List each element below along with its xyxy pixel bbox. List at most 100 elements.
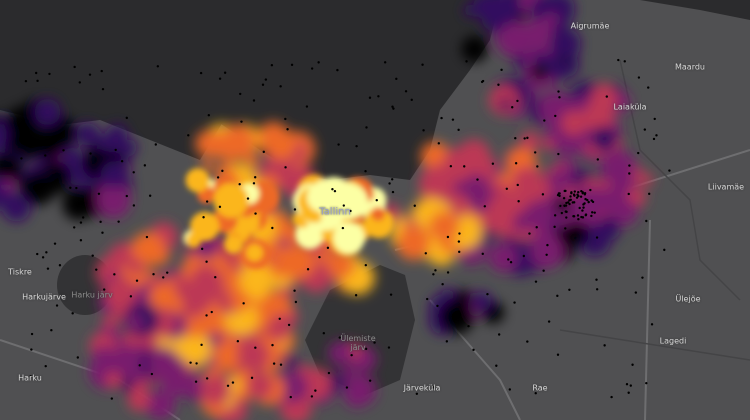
point — [623, 60, 626, 63]
point — [554, 114, 557, 118]
point — [30, 332, 34, 336]
point — [533, 151, 537, 154]
heat-cell — [92, 345, 116, 369]
point — [125, 194, 128, 198]
point — [391, 105, 394, 108]
point — [648, 192, 651, 196]
heat-cell — [298, 364, 311, 377]
point — [200, 343, 203, 347]
point — [560, 211, 564, 215]
point — [218, 77, 222, 80]
point — [373, 341, 376, 344]
point — [507, 258, 510, 261]
point — [650, 323, 654, 326]
point — [553, 214, 557, 217]
point — [634, 291, 638, 294]
point — [628, 172, 631, 175]
point — [125, 116, 128, 120]
heat-cell — [213, 182, 249, 218]
heat-cell — [201, 160, 214, 173]
point — [29, 375, 32, 378]
point — [570, 191, 573, 194]
point — [586, 198, 589, 202]
label-ulemiste-jarv: Ülemiste järv — [340, 334, 375, 352]
point — [437, 142, 441, 145]
point — [457, 240, 461, 243]
point — [572, 215, 576, 218]
point — [205, 314, 208, 317]
point — [576, 214, 580, 217]
point — [564, 227, 567, 230]
heat-cell — [542, 138, 555, 151]
point — [491, 162, 495, 165]
point — [572, 201, 576, 204]
heat-cell — [438, 298, 475, 335]
point — [279, 363, 283, 366]
point — [556, 294, 559, 298]
point — [563, 204, 566, 207]
point — [73, 226, 76, 229]
point — [513, 301, 516, 304]
point — [117, 220, 120, 223]
heat-cell — [454, 289, 473, 307]
point — [557, 152, 560, 156]
point — [514, 162, 518, 165]
point — [652, 137, 656, 141]
point — [99, 220, 102, 224]
point — [643, 128, 647, 131]
heat-cell — [511, 166, 543, 197]
point — [350, 353, 353, 357]
point — [58, 264, 62, 267]
point — [338, 336, 341, 339]
heat-cell — [61, 147, 83, 169]
point — [145, 235, 149, 239]
point — [154, 143, 157, 146]
point-layer — [20, 58, 671, 400]
point — [271, 343, 274, 347]
point — [441, 283, 444, 286]
point — [467, 324, 470, 328]
point — [221, 169, 224, 173]
point — [581, 209, 584, 212]
point — [236, 340, 240, 343]
point — [534, 392, 537, 395]
point — [252, 99, 256, 102]
point — [162, 276, 165, 279]
heat-cell — [195, 130, 223, 158]
point — [573, 194, 576, 197]
heat-cell — [498, 97, 512, 111]
point — [113, 273, 116, 276]
point — [239, 92, 242, 96]
point — [279, 85, 282, 88]
heat-cell — [511, 211, 532, 232]
point — [79, 221, 83, 224]
point — [250, 376, 254, 380]
point — [365, 126, 368, 129]
point — [480, 80, 484, 84]
point — [189, 361, 192, 364]
point — [436, 304, 439, 308]
point — [596, 158, 600, 161]
point — [242, 302, 245, 305]
heat-cell — [238, 262, 274, 298]
point — [336, 68, 339, 72]
point — [449, 164, 453, 168]
point — [102, 288, 106, 291]
point — [557, 90, 560, 93]
point — [345, 386, 349, 389]
heat-cell — [610, 198, 638, 226]
point — [349, 209, 352, 213]
boundaries — [559, 59, 750, 361]
point — [226, 384, 230, 387]
point — [272, 362, 276, 365]
point — [81, 216, 85, 219]
point — [44, 154, 47, 157]
point — [120, 159, 124, 163]
heat-cell — [246, 372, 274, 400]
point — [610, 395, 613, 399]
point — [214, 276, 217, 279]
point — [577, 218, 580, 221]
heat-cell — [328, 341, 353, 366]
point — [582, 203, 585, 206]
